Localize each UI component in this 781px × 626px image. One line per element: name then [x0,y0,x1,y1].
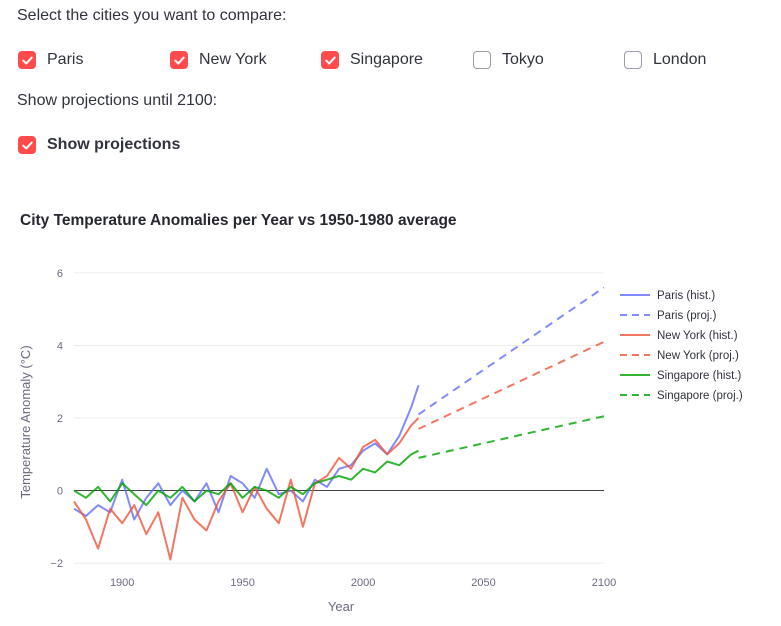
legend-label: New York (hist.) [657,330,738,342]
checkbox-singapore[interactable]: Singapore [321,49,423,71]
checkbox-new-york[interactable]: New York [170,49,267,71]
y-tick-label: 6 [57,268,63,280]
checkbox-paris[interactable]: Paris [18,49,83,71]
checkbox-checked-icon [170,51,188,69]
checkbox-label-tokyo: Tokyo [502,51,544,68]
series-line [73,384,420,521]
series-line [418,415,605,459]
checkbox-label-new-york: New York [199,51,267,68]
checkbox-label-london: London [653,51,707,68]
series-line [73,417,420,561]
checkbox-label-show-projections: Show projections [47,136,181,153]
series-line [418,340,605,430]
checkbox-label-singapore: Singapore [350,51,423,68]
checkbox-tokyo[interactable]: Tokyo [473,49,544,71]
x-tick-label: 1950 [230,577,254,589]
y-tick-label: 0 [57,486,63,498]
legend-label: Paris (proj.) [657,310,717,322]
checkbox-london[interactable]: London [624,49,706,71]
checkbox-show-projections[interactable]: Show projections [18,134,180,156]
checkbox-unchecked-icon [473,51,491,69]
x-tick-label: 1900 [110,577,134,589]
x-axis-label: Year [328,599,355,614]
checkbox-checked-icon [321,51,339,69]
x-tick-label: 2050 [471,577,495,589]
x-tick-label: 2100 [592,577,616,589]
y-tick-label: 4 [57,340,63,352]
x-tick-label: 2000 [351,577,375,589]
legend-label: Paris (hist.) [657,290,715,302]
checkbox-label-paris: Paris [47,51,84,68]
legend-label: New York (proj.) [657,350,739,362]
projections-prompt: Show projections until 2100: [17,92,218,109]
checkbox-checked-icon [18,51,36,69]
checkbox-unchecked-icon [624,51,642,69]
series-line [73,449,419,507]
y-tick-label: 2 [57,413,63,425]
checkbox-checked-icon [18,136,36,154]
series-line [417,286,605,416]
legend-label: Singapore (proj.) [657,390,743,402]
y-axis-label: Temperature Anomaly (°C) [18,345,33,498]
cities-prompt: Select the cities you want to compare: [17,7,287,24]
y-tick-label: −2 [50,558,63,570]
legend-label: Singapore (hist.) [657,370,742,382]
chart-title: City Temperature Anomalies per Year vs 1… [20,212,457,229]
